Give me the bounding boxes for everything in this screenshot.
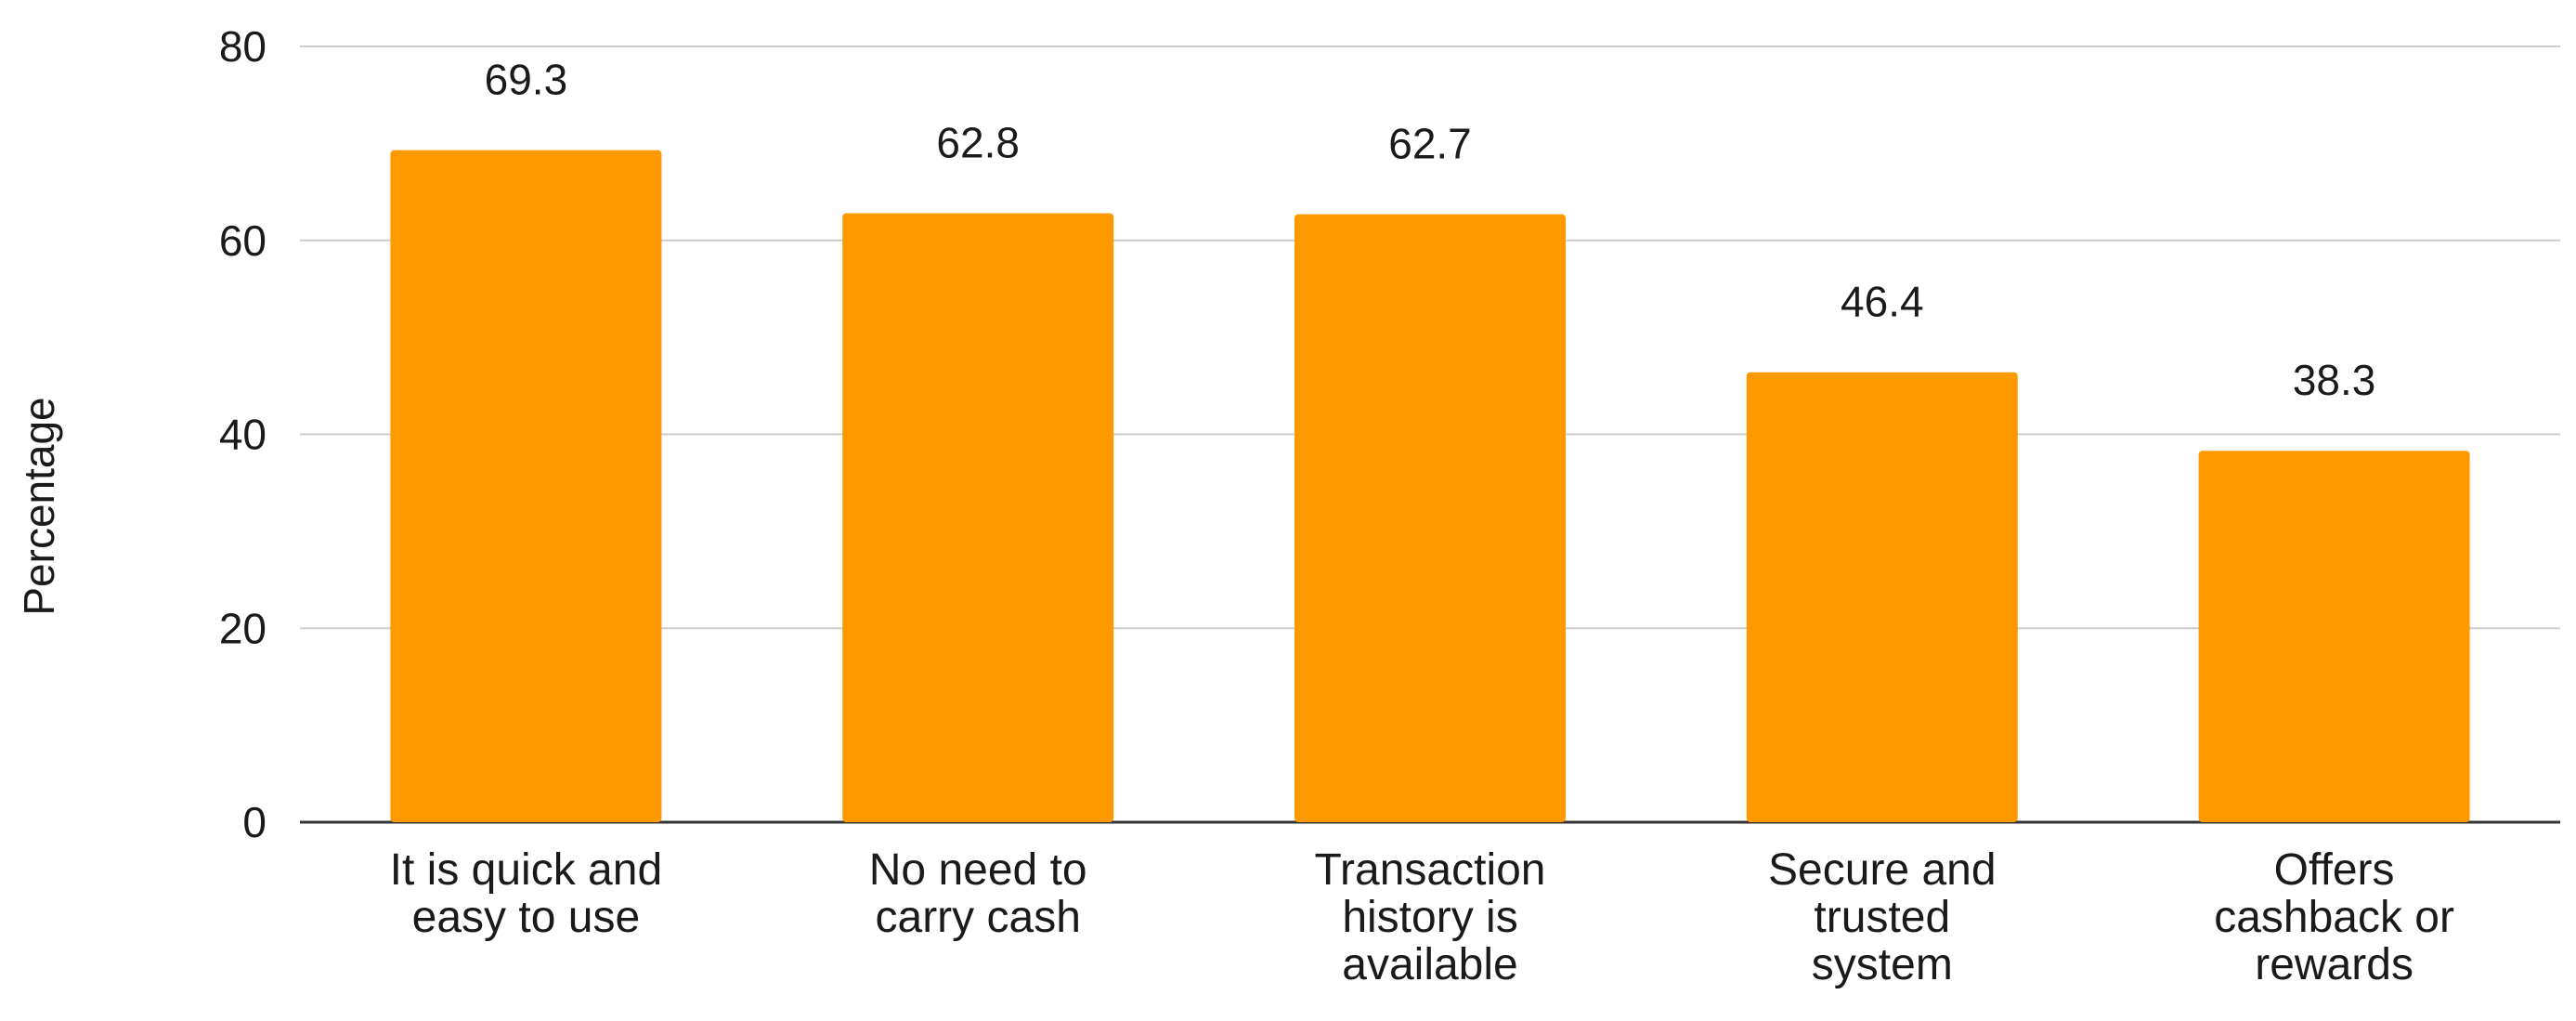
data-label: 62.7: [1388, 120, 1472, 168]
bar: [1746, 372, 2018, 822]
bars: [390, 150, 2470, 823]
x-categories: It is quick and easy to use No need to carr…: [390, 845, 2454, 989]
data-label: 69.3: [485, 56, 568, 104]
data-label: 62.8: [936, 119, 1020, 167]
bar: [390, 150, 662, 822]
bar: [842, 213, 1114, 822]
x-category-label: No need to carry cash: [869, 845, 1087, 942]
bar: [2198, 451, 2470, 822]
y-ticks: 0 20 40 60 80: [219, 22, 267, 846]
y-tick-label: 0: [242, 798, 267, 846]
y-tick-label: 60: [219, 216, 267, 265]
y-tick-label: 40: [219, 411, 267, 459]
data-label: 38.3: [2293, 356, 2376, 404]
bar: [1295, 214, 1566, 823]
data-label: 46.4: [1841, 278, 1924, 326]
data-labels: 69.3 62.8 62.7 46.4 38.3: [485, 56, 2376, 405]
x-category-label: Transaction history is available: [1315, 845, 1546, 989]
y-tick-label: 80: [219, 22, 267, 71]
y-tick-label: 20: [219, 604, 267, 652]
x-category-label: Secure and trusted system: [1768, 845, 1997, 989]
x-category-label: Offers cashback or rewards: [2214, 845, 2454, 989]
x-category-label: It is quick and easy to use: [390, 845, 662, 942]
y-axis-title: Percentage: [15, 397, 63, 615]
